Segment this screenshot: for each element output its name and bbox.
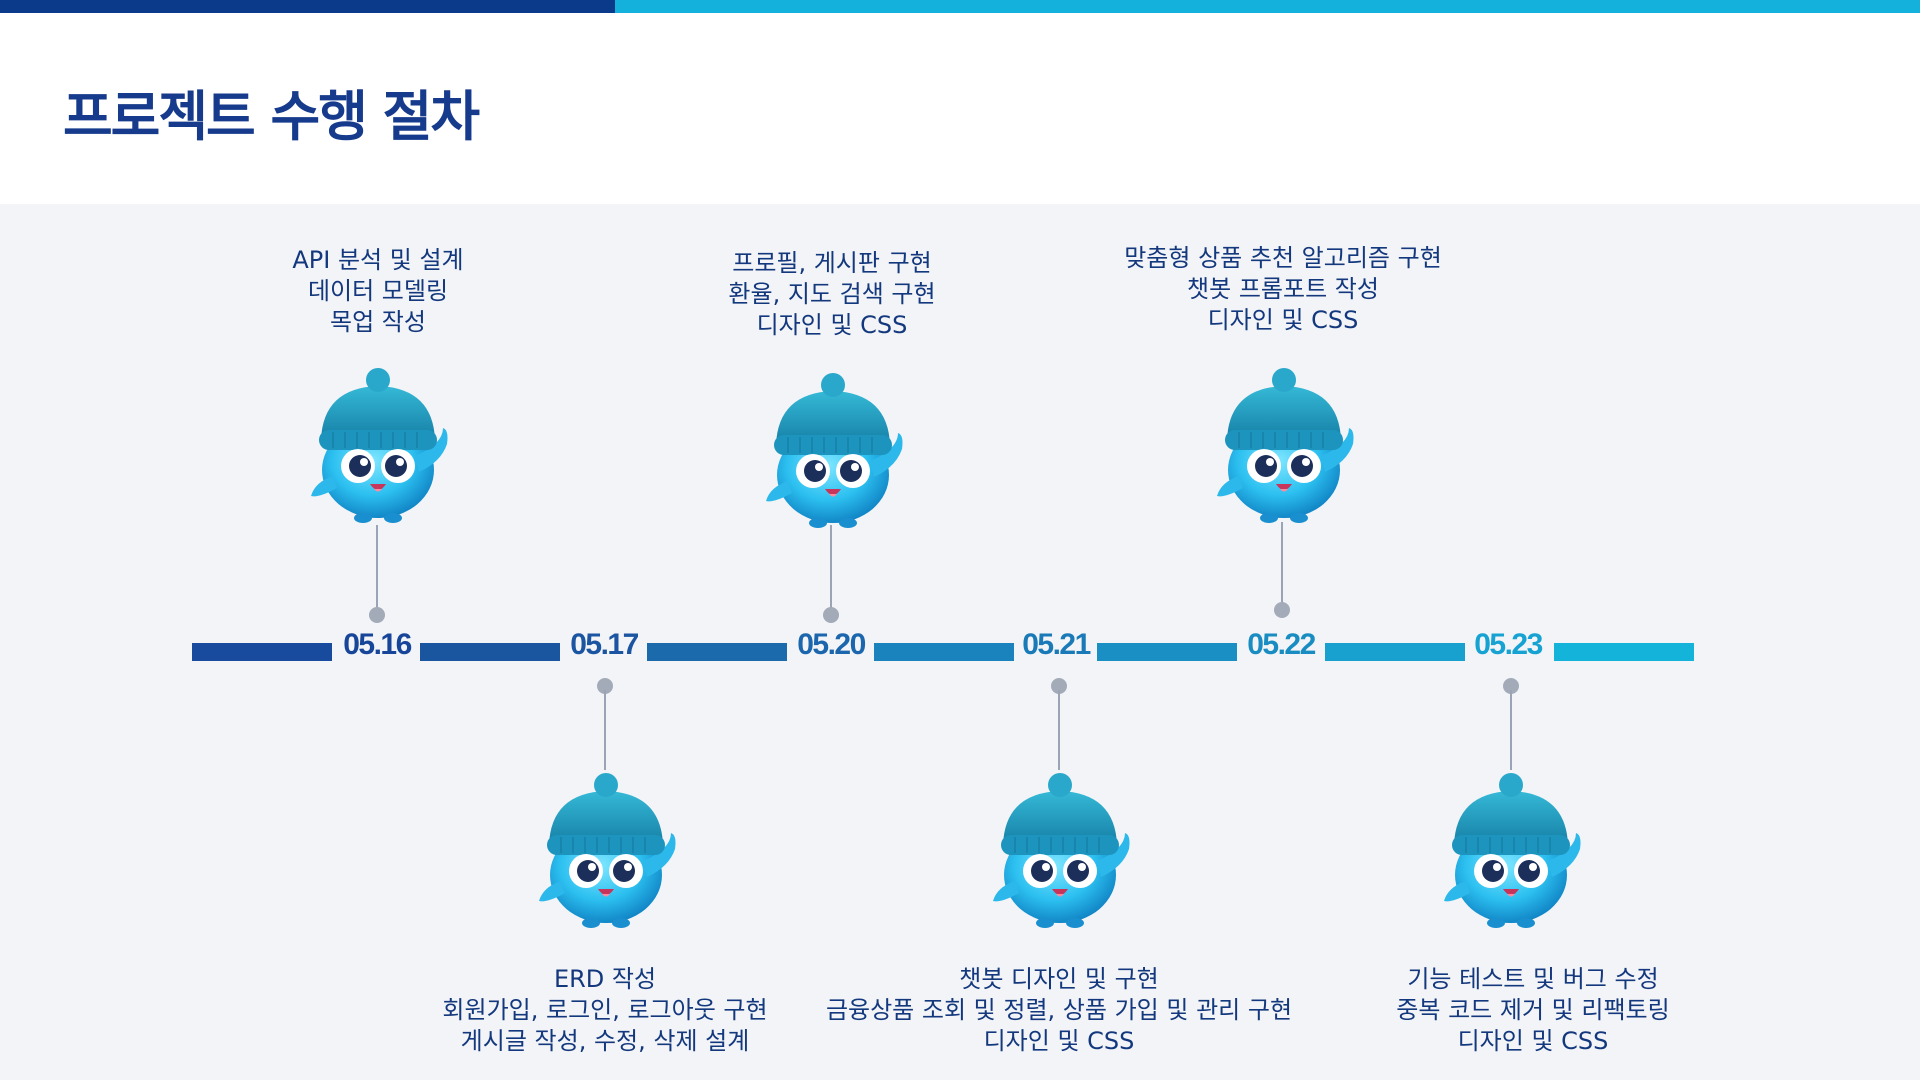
timeline-segment [1097, 643, 1237, 661]
mascot-icon [985, 763, 1135, 933]
milestone-label: 맞춤형 상품 추천 알고리즘 구현 챗봇 프롬포트 작성 디자인 및 CSS [1023, 243, 1543, 336]
milestone-task: 디자인 및 CSS [1207, 306, 1359, 334]
connector-dot [1051, 678, 1067, 694]
timeline-segment [192, 643, 332, 661]
milestone-task: 중복 코드 제거 및 리팩토링 [1396, 996, 1670, 1024]
milestone-label: API 분석 및 설계 데이터 모델링 목업 작성 [118, 245, 638, 338]
mascot-icon [758, 363, 908, 533]
milestone-task: API 분석 및 설계 [292, 246, 464, 274]
top-accent-bar [0, 0, 1920, 13]
milestone-task: 환율, 지도 검색 구현 [728, 280, 936, 308]
milestone-task: 데이터 모델링 [307, 277, 449, 305]
connector-line [376, 525, 378, 615]
milestone-task: 프로필, 게시판 구현 [732, 249, 932, 277]
milestone-task: 디자인 및 CSS [1457, 1027, 1609, 1055]
page-title: 프로젝트 수행 절차 [63, 85, 480, 148]
milestone-task: ERD 작성 [553, 965, 657, 993]
timeline-segment [1554, 643, 1694, 661]
header [0, 13, 1920, 204]
timeline-segment [1325, 643, 1465, 661]
connector-dot [597, 678, 613, 694]
connector-dot [1274, 602, 1290, 618]
connector-dot [1503, 678, 1519, 694]
connector-line [1510, 690, 1512, 770]
milestone-label: 기능 테스트 및 버그 수정 중복 코드 제거 및 리팩토링 디자인 및 CSS [1273, 964, 1793, 1057]
milestone-task: 맞춤형 상품 추천 알고리즘 구현 [1124, 244, 1442, 272]
timeline-segment [874, 643, 1014, 661]
milestone-task: 챗봇 프롬포트 작성 [1187, 275, 1379, 303]
milestone-date: 05.23 [1474, 628, 1543, 661]
milestone-date: 05.20 [797, 628, 866, 661]
timeline-segment [647, 643, 787, 661]
milestone-date: 05.16 [343, 628, 412, 661]
milestone-task: 디자인 및 CSS [756, 311, 908, 339]
mascot-icon [1436, 763, 1586, 933]
connector-line [1281, 522, 1283, 610]
connector-line [830, 525, 832, 615]
connector-line [1058, 690, 1060, 770]
milestone-label: 챗봇 디자인 및 구현 금융상품 조회 및 정렬, 상품 가입 및 관리 구현 … [799, 964, 1319, 1057]
milestone-task: 금융상품 조회 및 정렬, 상품 가입 및 관리 구현 [825, 996, 1293, 1024]
milestone-date: 05.22 [1247, 628, 1316, 661]
milestone-task: 게시글 작성, 수정, 삭제 설계 [460, 1027, 750, 1055]
milestone-task: 기능 테스트 및 버그 수정 [1407, 965, 1659, 993]
mascot-icon [531, 763, 681, 933]
top-accent-bar-light [615, 0, 1920, 13]
connector-dot [369, 607, 385, 623]
connector-dot [823, 607, 839, 623]
top-accent-bar-dark [0, 0, 615, 13]
mascot-icon [1209, 358, 1359, 528]
milestone-task: 디자인 및 CSS [983, 1027, 1135, 1055]
milestone-task: 회원가입, 로그인, 로그아웃 구현 [442, 996, 768, 1024]
connector-line [604, 690, 606, 770]
milestone-date: 05.21 [1022, 628, 1091, 661]
milestone-label: ERD 작성 회원가입, 로그인, 로그아웃 구현 게시글 작성, 수정, 삭제… [345, 964, 865, 1057]
milestone-task: 챗봇 디자인 및 구현 [959, 965, 1159, 993]
milestone-label: 프로필, 게시판 구현 환율, 지도 검색 구현 디자인 및 CSS [572, 248, 1092, 341]
milestone-date: 05.17 [570, 628, 639, 661]
mascot-icon [303, 358, 453, 528]
milestone-task: 목업 작성 [330, 308, 426, 336]
timeline-segment [420, 643, 560, 661]
